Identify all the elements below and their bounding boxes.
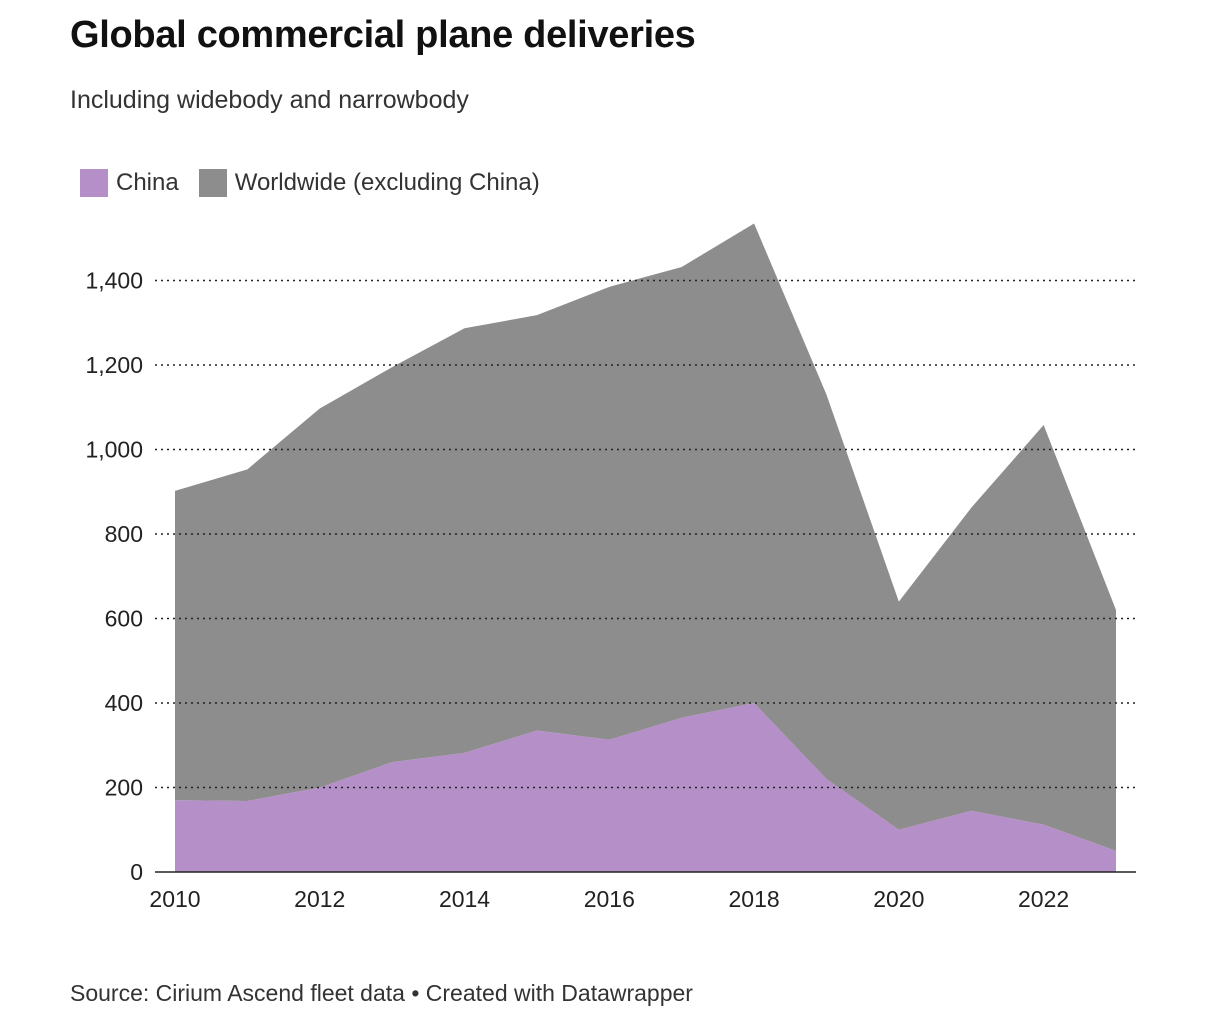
- y-tick-label: 800: [105, 521, 143, 547]
- x-tick-label: 2014: [439, 886, 490, 912]
- legend: China Worldwide (excluding China): [80, 169, 560, 197]
- chart-axes: 0 200 400 600 800 1,000 1,200 1,400 2010 2012 2014…: [85, 268, 1136, 912]
- legend-item-worldwide: Worldwide (excluding China): [198, 169, 540, 197]
- y-tick-label: 200: [105, 775, 143, 801]
- legend-label-china: China: [116, 169, 179, 196]
- y-tick-label: 600: [105, 606, 143, 632]
- area-chart: 0 200 400 600 800 1,000 1,200 1,400 2010 2012 2014…: [85, 223, 1136, 912]
- x-tick-label: 2010: [149, 886, 200, 912]
- chart-areas: [175, 223, 1116, 872]
- source-note: Source: Cirium Ascend fleet data • Creat…: [70, 980, 693, 1006]
- legend-label-worldwide: Worldwide (excluding China): [234, 169, 540, 196]
- x-tick-label: 2016: [584, 886, 635, 912]
- area-series-1: [175, 223, 1116, 851]
- x-tick-label: 2022: [1018, 886, 1069, 912]
- x-tick-label: 2020: [873, 886, 924, 912]
- legend-swatch-china: [80, 169, 108, 197]
- y-tick-label: 0: [130, 859, 143, 885]
- chart-grid: [155, 279, 1136, 789]
- chart-subtitle: Including widebody and narrowbody: [70, 86, 469, 114]
- y-tick-label: 400: [105, 690, 143, 716]
- y-tick-label: 1,000: [85, 437, 143, 463]
- y-tick-label: 1,200: [85, 352, 143, 378]
- area-series-0: [175, 703, 1116, 872]
- x-tick-label: 2012: [294, 886, 345, 912]
- chart-title: Global commercial plane deliveries: [70, 14, 696, 56]
- x-tick-label: 2018: [728, 886, 779, 912]
- y-tick-label: 1,400: [85, 268, 143, 294]
- legend-swatch-worldwide: [198, 169, 227, 197]
- legend-item-china: China: [80, 169, 179, 197]
